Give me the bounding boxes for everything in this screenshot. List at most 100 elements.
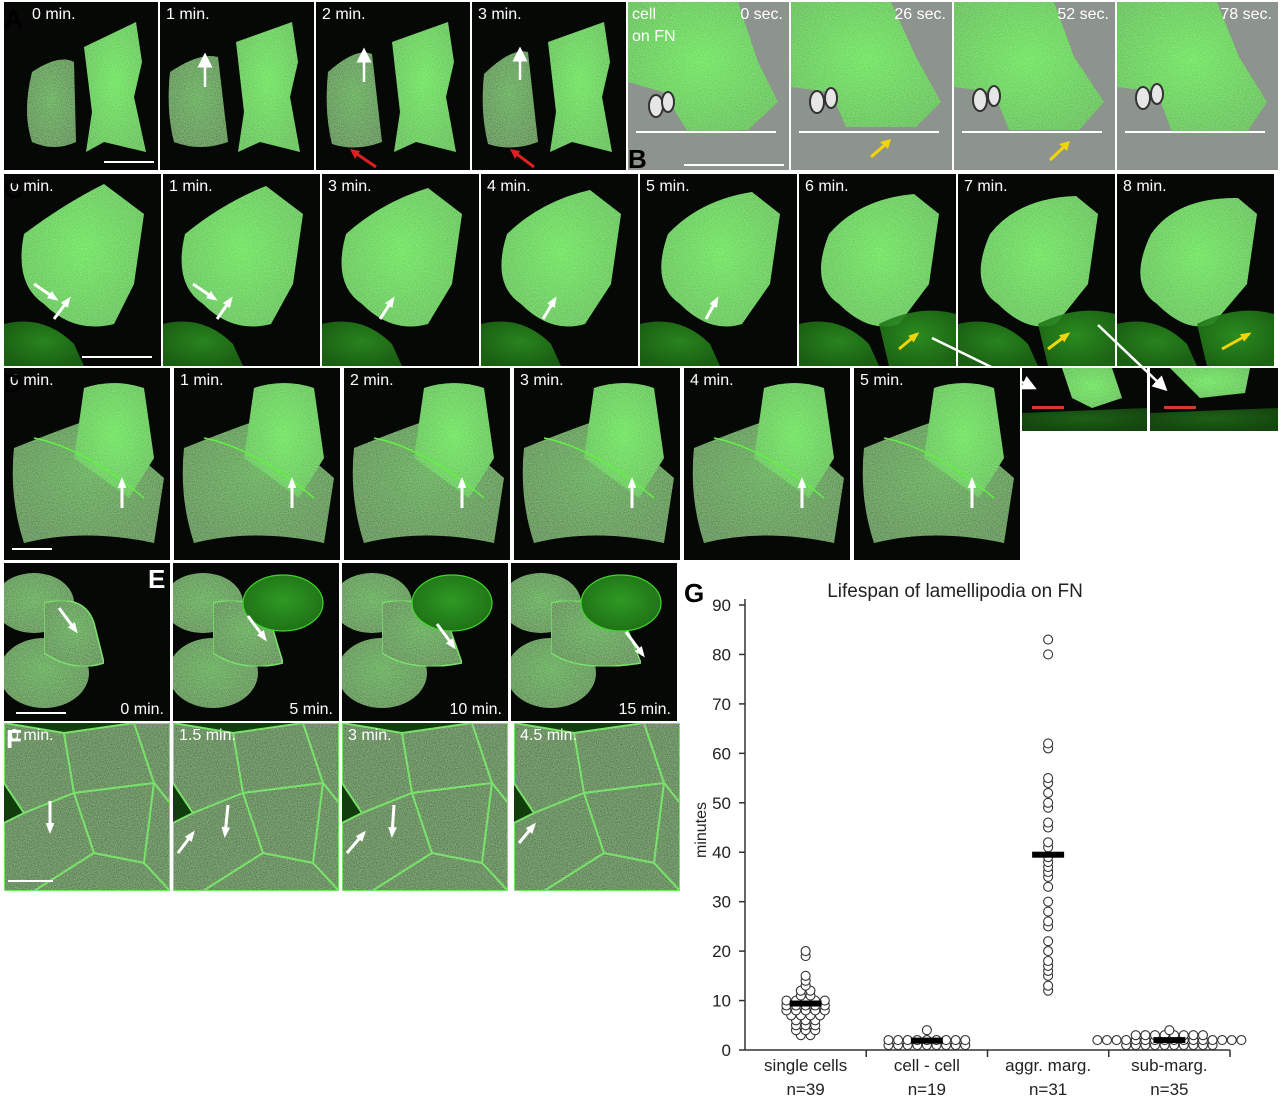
data-point	[1197, 1030, 1209, 1041]
y-tick-label: 30	[712, 893, 731, 912]
panel-e-3: 15 min.	[511, 563, 677, 721]
panel-e-2: 10 min.	[342, 563, 508, 721]
data-point	[1043, 881, 1054, 892]
micrograph	[173, 573, 324, 708]
data-point	[1043, 634, 1054, 645]
data-point	[1111, 1035, 1122, 1046]
data-point	[1226, 1035, 1237, 1046]
panel-d-4: 4 min.	[684, 368, 850, 560]
panel-b-0: cell on FN 0 sec.	[628, 2, 789, 170]
panel-c-6: 7 min.	[958, 174, 1115, 366]
data-point	[1092, 1035, 1103, 1046]
scale-bar	[104, 161, 154, 163]
scale-bar	[1032, 406, 1064, 409]
data-point	[1043, 797, 1054, 808]
panel-letter-c: C	[4, 174, 23, 204]
micrograph	[1150, 368, 1278, 431]
inset-c-7	[1150, 368, 1278, 431]
time-label: 1.5 min.	[179, 727, 236, 744]
data-point	[893, 1035, 904, 1046]
y-tick-label: 0	[722, 1041, 731, 1060]
micrograph	[322, 188, 462, 366]
micrograph	[692, 383, 844, 543]
time-label: 78 sec.	[1220, 6, 1272, 23]
time-label: 52 sec.	[1057, 6, 1109, 23]
panel-d-0: 0 min.	[4, 368, 170, 560]
reference-line	[962, 131, 1102, 133]
time-label: 5 min.	[289, 701, 333, 718]
time-label: 3 min.	[478, 6, 522, 23]
panel-c-7: 8 min.	[1117, 174, 1274, 366]
data-point	[1043, 649, 1054, 660]
time-label: 1 min.	[169, 178, 213, 195]
y-tick-label: 10	[712, 992, 731, 1011]
data-point	[1188, 1030, 1199, 1041]
time-label: 0 sec.	[740, 6, 783, 23]
data-point	[1043, 916, 1054, 927]
y-tick-label: 80	[712, 645, 731, 664]
panel-f-3: 4.5 min.	[514, 723, 680, 891]
micrograph	[352, 383, 504, 543]
panel-d-3: 3 min.	[514, 368, 680, 560]
x-category-label: single cells	[764, 1056, 847, 1075]
cell-label: on FN	[632, 28, 676, 45]
time-label: 8 min.	[1123, 178, 1167, 195]
x-category-label: aggr. marg.	[1005, 1056, 1091, 1075]
count-label: n=19	[908, 1080, 946, 1099]
count-label: n=31	[1029, 1080, 1067, 1099]
data-point	[941, 1035, 952, 1046]
mean-bar	[910, 1037, 943, 1044]
time-label: 0 min.	[10, 178, 54, 195]
data-point	[1043, 906, 1054, 917]
data-point	[921, 1025, 932, 1036]
micrograph	[481, 190, 621, 366]
time-label: 26 sec.	[894, 6, 946, 23]
micrograph	[1022, 368, 1147, 431]
time-label: 10 min.	[449, 701, 502, 718]
micrograph	[954, 2, 1115, 170]
panel-e-0: 0 min.	[4, 563, 170, 721]
y-tick-label: 20	[712, 942, 731, 961]
time-label: 1 min.	[166, 6, 210, 23]
panel-letter-f: F	[6, 724, 22, 754]
x-category-label: cell - cell	[894, 1056, 960, 1075]
time-label: 2 min.	[350, 372, 394, 389]
micrograph	[163, 186, 303, 366]
data-point	[1043, 955, 1054, 967]
time-label: 3 min.	[328, 178, 372, 195]
panel-b-2: 52 sec.	[954, 2, 1115, 170]
panel-letter-b: B	[628, 144, 647, 174]
panel-f-2: 3 min.	[342, 723, 508, 891]
time-label: 0 min.	[32, 6, 76, 23]
panel-e-1: 5 min.	[173, 563, 339, 721]
scale-bar	[684, 164, 784, 166]
scale-bar	[12, 548, 52, 550]
mean-bar	[789, 1000, 822, 1007]
micrograph	[511, 573, 662, 708]
data-point	[1043, 946, 1054, 957]
panel-a-1: 1 min.	[160, 2, 314, 170]
time-label: 4.5 min.	[520, 727, 577, 744]
reference-line	[636, 131, 776, 133]
reference-line	[1125, 131, 1265, 133]
micrograph	[862, 383, 1014, 543]
micrograph	[1117, 2, 1278, 170]
panel-c-2: 3 min.	[322, 174, 479, 366]
data-point	[1043, 738, 1054, 749]
micrograph	[522, 383, 674, 543]
y-tick-label: 40	[712, 843, 731, 862]
data-point	[960, 1035, 971, 1046]
panel-a-2: 2 min.	[316, 2, 470, 170]
data-point	[902, 1035, 913, 1046]
data-point	[1101, 1035, 1113, 1046]
micrograph	[12, 383, 164, 543]
micrograph	[4, 573, 105, 708]
data-point	[1043, 936, 1054, 947]
lifespan-chart: Lifespan of lamellipodia on FN 0 10 20 30 40 5…	[680, 570, 1260, 1100]
reference-line	[799, 131, 939, 133]
micrograph	[482, 22, 612, 169]
data-point	[800, 946, 811, 957]
micrograph	[958, 196, 1115, 366]
micrograph	[1117, 197, 1274, 366]
data-point	[1140, 1030, 1151, 1041]
